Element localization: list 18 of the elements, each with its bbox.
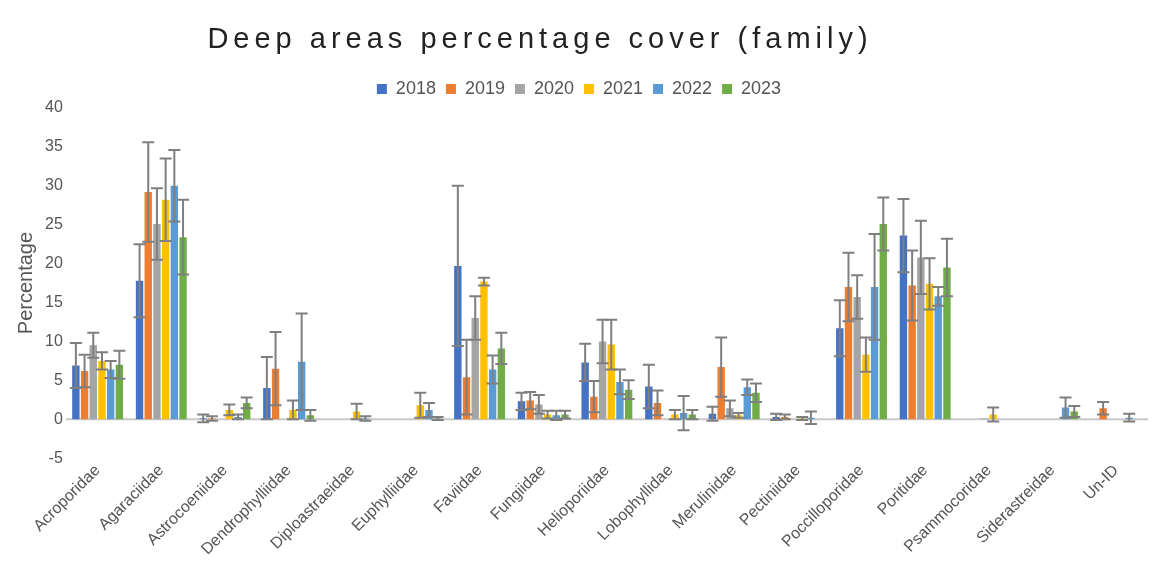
y-tick-label: -5 [48, 448, 63, 466]
legend-label: 2022 [672, 77, 713, 98]
y-tick-label: 40 [45, 98, 63, 116]
y-tick-label: 30 [45, 176, 63, 194]
legend-label: 2018 [395, 77, 436, 98]
y-tick-label: 25 [45, 215, 63, 233]
y-tick-label: 0 [53, 409, 63, 427]
y-axis-title: Percentage [13, 231, 36, 335]
legend-label: 2021 [603, 77, 644, 98]
y-tick-label: 5 [53, 370, 63, 388]
legend-label: 2019 [464, 77, 505, 98]
y-tick-label: 10 [45, 331, 63, 349]
y-tick-label: 15 [45, 292, 63, 310]
legend-label: 2023 [741, 77, 782, 98]
y-tick-label: 35 [45, 137, 63, 155]
y-tick-label: 20 [45, 254, 63, 272]
chart-title: Deep areas percentage cover (family) [206, 22, 874, 55]
legend-label: 2020 [533, 77, 574, 98]
